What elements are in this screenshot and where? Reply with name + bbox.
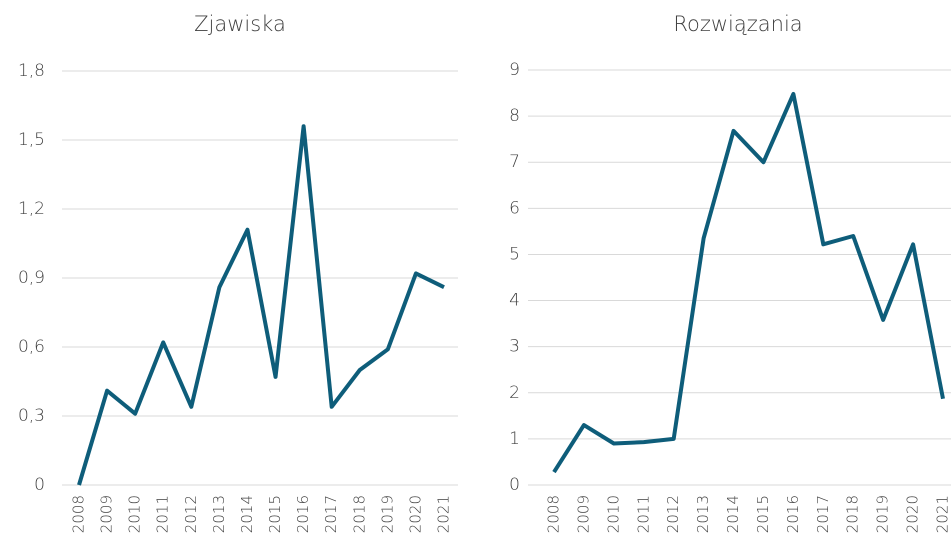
- y-tick-label: 7: [509, 152, 520, 172]
- y-tick-label: 1,8: [18, 61, 45, 81]
- x-tick-label: 2017: [322, 495, 340, 533]
- x-tick-label: 2011: [634, 495, 652, 533]
- x-tick-label: 2015: [754, 495, 772, 533]
- y-tick-label: 0: [34, 475, 45, 495]
- y-tick-label: 2: [509, 383, 520, 403]
- x-tick-label: 2016: [784, 495, 802, 533]
- x-tick-label: 2008: [545, 495, 563, 533]
- y-tick-label: 4: [509, 291, 520, 311]
- x-tick-label: 2008: [70, 495, 88, 533]
- x-tick-label: 2019: [378, 495, 396, 533]
- x-tick-label: 2011: [154, 495, 172, 533]
- y-tick-label: 0,9: [18, 268, 45, 288]
- x-tick-label: 2021: [934, 495, 951, 533]
- y-tick-label: 1,2: [18, 199, 45, 219]
- chart-title: Zjawiska: [194, 12, 286, 36]
- x-tick-label: 2013: [210, 495, 228, 533]
- y-tick-label: 9: [509, 60, 520, 80]
- y-tick-label: 6: [509, 198, 520, 218]
- x-tick-label: 2010: [126, 495, 144, 533]
- x-tick-label: 2014: [238, 495, 256, 533]
- y-tick-label: 1,5: [18, 130, 45, 150]
- x-tick-label: 2016: [294, 495, 312, 533]
- x-tick-label: 2019: [874, 495, 892, 533]
- chart-title: Rozwiązania: [673, 12, 802, 36]
- x-tick-label: 2017: [814, 495, 832, 533]
- x-tick-label: 2018: [350, 495, 368, 533]
- x-tick-label: 2012: [664, 495, 682, 533]
- y-tick-label: 3: [509, 337, 520, 357]
- y-tick-label: 1: [509, 429, 520, 449]
- y-tick-label: 0: [509, 475, 520, 495]
- x-tick-label: 2021: [435, 495, 453, 533]
- x-tick-label: 2010: [604, 495, 622, 533]
- line-series: [77, 124, 445, 486]
- y-tick-label: 5: [509, 244, 520, 264]
- x-tick-label: 2020: [904, 495, 922, 533]
- x-tick-label: 2015: [266, 495, 284, 533]
- x-tick-label: 2009: [98, 495, 116, 533]
- x-tick-label: 2014: [724, 495, 742, 533]
- y-tick-label: 8: [509, 106, 520, 126]
- x-tick-label: 2012: [182, 495, 200, 533]
- x-tick-label: 2009: [574, 495, 592, 533]
- x-tick-label: 2018: [844, 495, 862, 533]
- y-tick-label: 0,6: [18, 337, 45, 357]
- y-tick-label: 0,3: [18, 406, 45, 426]
- line-series: [552, 91, 945, 474]
- x-tick-label: 2020: [406, 495, 424, 533]
- x-tick-label: 2013: [694, 495, 712, 533]
